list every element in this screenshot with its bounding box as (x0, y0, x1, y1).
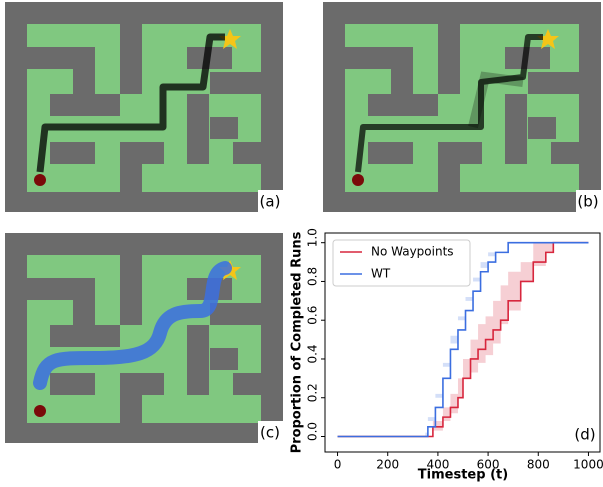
panel-label: (d) (574, 426, 595, 444)
x-tick-label: 200 (376, 458, 399, 472)
maze-panel-b: (b) (323, 2, 601, 212)
x-tick-label: 800 (527, 458, 550, 472)
y-tick-label: 0.2 (306, 383, 320, 402)
y-tick-label: 0.0 (306, 422, 320, 441)
x-axis-title: Timestep (t) (418, 468, 508, 483)
legend-label: WT (371, 267, 391, 281)
panel-label: (b) (577, 193, 598, 211)
y-tick-label: 1.0 (306, 228, 320, 247)
maze-panel-a: (a) (5, 2, 283, 212)
panel-label: (a) (260, 193, 281, 211)
maze-panel-c: (c) (5, 233, 283, 443)
y-tick-label: 0.8 (306, 267, 320, 286)
panel-label: (c) (260, 424, 280, 442)
legend-label: No Waypoints (371, 245, 454, 259)
y-tick-label: 0.4 (306, 344, 320, 363)
y-tick-label: 0.6 (306, 306, 320, 325)
figure: (a) (b) (c) 020040060080010000.00.20.40.… (0, 0, 603, 483)
x-tick-label: 0 (334, 458, 342, 472)
y-axis-title: Proportion of Completed Runs (290, 231, 305, 453)
x-tick-label: 1000 (573, 458, 603, 472)
